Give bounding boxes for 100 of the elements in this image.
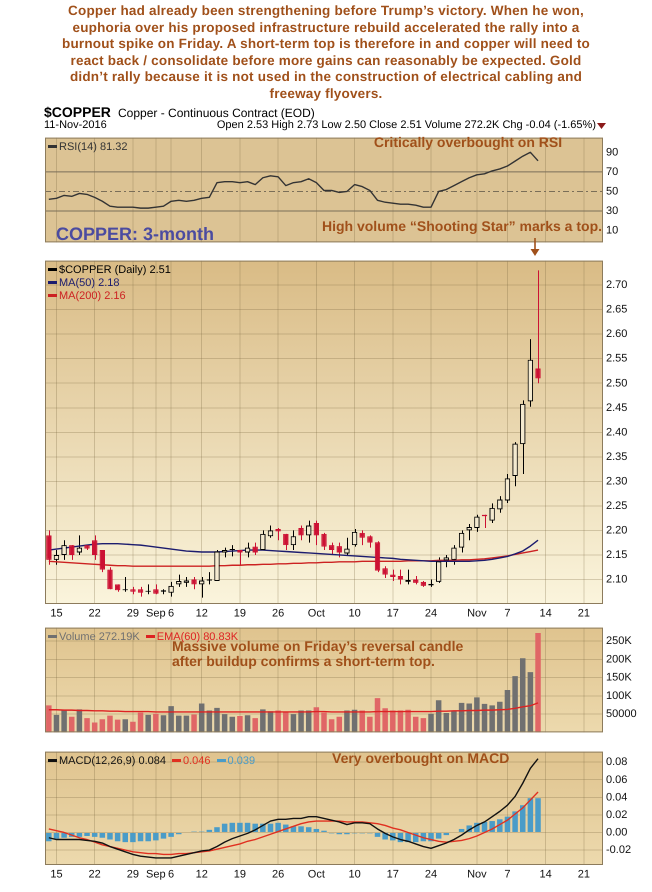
- bar: [359, 710, 365, 732]
- bar: [130, 832, 136, 842]
- x-tick-label: 17: [386, 608, 399, 620]
- candlestick: [390, 569, 396, 582]
- bar: [84, 832, 90, 836]
- candlestick: [176, 574, 182, 588]
- bar: [100, 832, 106, 838]
- candlestick: [283, 533, 288, 551]
- bar: [352, 710, 358, 732]
- bar: [520, 805, 526, 832]
- candlestick: [306, 520, 312, 544]
- annotation: after buildup confirms a short-term top.: [172, 653, 435, 669]
- candlestick: [54, 550, 60, 566]
- bar: [160, 715, 166, 732]
- x-tick-label: 7: [504, 868, 511, 881]
- bar: [374, 832, 380, 837]
- bar: [92, 832, 98, 837]
- y-tick-label: 2.20: [606, 524, 628, 536]
- y-tick-label: 200K: [606, 653, 632, 666]
- candlestick: [46, 530, 52, 566]
- candlestick: [244, 542, 250, 558]
- bar: [306, 827, 312, 832]
- candlestick: [184, 576, 190, 588]
- y-tick-label: 2.65: [606, 304, 628, 316]
- x-tick-label: 22: [88, 868, 101, 881]
- candlestick: [489, 502, 495, 524]
- x-tick-label: 24: [424, 868, 438, 881]
- bar: [520, 658, 526, 732]
- y-tick-label: 2.70: [606, 279, 628, 292]
- x-tick-label: 10: [348, 608, 361, 620]
- bar: [436, 832, 442, 839]
- x-tick-label: 6: [168, 608, 174, 620]
- bar: [444, 832, 450, 836]
- bar: [107, 716, 113, 732]
- bar: [298, 826, 304, 832]
- bar: [512, 811, 518, 832]
- bar: [76, 709, 82, 732]
- candlestick: [222, 547, 228, 558]
- bar: [412, 716, 418, 732]
- candlestick: [360, 530, 365, 546]
- bar: [497, 702, 503, 732]
- legend-label: Volume 272.19K: [59, 630, 140, 643]
- x-tick-label: 17: [386, 868, 399, 881]
- bar: [298, 710, 304, 732]
- x-tick-label: 10: [348, 868, 361, 881]
- bar: [528, 672, 534, 732]
- x-tick-label: Oct: [308, 868, 325, 881]
- bar: [138, 832, 144, 842]
- bar: [244, 715, 250, 732]
- bar: [138, 712, 144, 732]
- bar: [222, 824, 228, 832]
- y-tick-label: 70: [606, 166, 618, 178]
- y-tick-label: -0.02: [606, 844, 632, 856]
- bar: [528, 798, 534, 832]
- annotation: Critically overbought on RSI: [374, 134, 562, 150]
- bar: [336, 716, 342, 732]
- bar: [466, 704, 472, 732]
- bar: [314, 707, 320, 732]
- bar: [237, 716, 243, 732]
- y-tick-label: 2.15: [606, 548, 628, 561]
- candlestick: [336, 542, 342, 558]
- bar: [290, 714, 296, 732]
- bar: [535, 633, 541, 732]
- y-tick-label: 0.00: [606, 826, 628, 839]
- bar: [252, 718, 258, 732]
- x-tick-label: 19: [234, 868, 246, 881]
- candlestick: [497, 496, 502, 514]
- x-tick-label: Nov: [467, 868, 488, 881]
- candlestick: [61, 540, 67, 560]
- y-tick-label: 2.55: [606, 352, 628, 365]
- bar: [436, 700, 442, 732]
- bar: [54, 832, 60, 839]
- x-tick-label: 12: [196, 608, 208, 620]
- bar: [198, 704, 204, 732]
- bar: [268, 711, 274, 732]
- x-tick-label: Oct: [308, 608, 325, 620]
- y-tick-label: 100K: [606, 690, 632, 702]
- bar: [160, 832, 166, 839]
- legend-label: RSI(14) 81.32: [59, 140, 128, 153]
- y-tick-label: 90: [606, 146, 618, 158]
- candlestick: [252, 542, 258, 556]
- y-tick-label: 50: [606, 186, 618, 198]
- candlestick: [92, 534, 98, 560]
- candlestick: [298, 525, 304, 541]
- candlestick: [260, 530, 266, 551]
- candlestick: [206, 572, 212, 585]
- bar: [260, 709, 266, 732]
- bar: [69, 716, 75, 732]
- candlestick: [474, 514, 480, 532]
- bar: [230, 716, 236, 732]
- candlestick: [328, 542, 334, 556]
- y-tick-label: 2.30: [606, 475, 628, 488]
- y-tick-label: 0.04: [606, 791, 628, 804]
- x-tick-label: 14: [540, 868, 552, 881]
- candlestick: [237, 550, 243, 566]
- x-tick-label: 24: [424, 608, 438, 620]
- bar: [237, 822, 243, 832]
- bar: [130, 722, 136, 732]
- y-tick-label: 0.06: [606, 774, 628, 786]
- y-tick-label: 150K: [606, 672, 632, 684]
